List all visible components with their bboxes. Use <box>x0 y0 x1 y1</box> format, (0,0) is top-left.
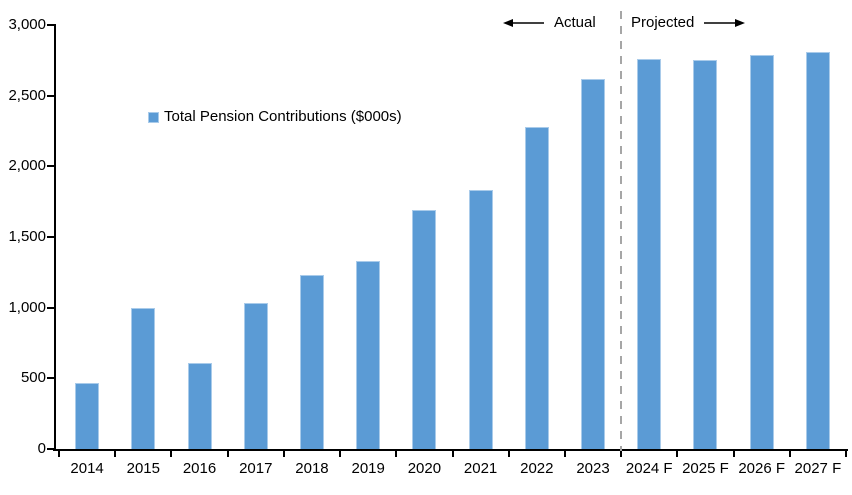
bar-2022 <box>524 126 549 449</box>
y-axis-line <box>54 24 56 451</box>
x-tick-label-2014: 2014 <box>70 460 104 477</box>
actual-label: Actual <box>554 14 596 31</box>
projected-label: Projected <box>631 14 695 31</box>
y-axis-tick <box>47 165 54 168</box>
x-axis-tick <box>676 451 679 457</box>
y-tick-label-500: 500 <box>20 369 46 387</box>
y-axis-tick <box>47 377 54 380</box>
x-axis-tick <box>395 451 398 457</box>
x-tick-label-2017: 2017 <box>239 460 273 477</box>
y-axis-tick <box>47 24 54 26</box>
bar-2017 <box>243 303 268 449</box>
arrow-right-icon <box>704 19 746 27</box>
bar-2023 <box>581 78 606 449</box>
actual-phase-annotation: Actual <box>503 14 596 32</box>
x-axis-tick <box>845 451 847 457</box>
x-axis-tick <box>788 451 791 457</box>
x-axis-line <box>53 449 848 451</box>
x-axis-tick <box>507 451 510 457</box>
x-tick-label-2027-F: 2027 F <box>794 460 842 477</box>
y-tick-label-2500: 2,500 <box>8 86 46 104</box>
x-tick-label-2024-F: 2024 F <box>625 460 673 477</box>
bar-2027-F <box>805 51 830 449</box>
y-axis-tick <box>47 448 54 450</box>
bar-2019 <box>356 261 381 449</box>
x-tick-label-2019: 2019 <box>351 460 385 477</box>
x-axis-tick <box>226 451 229 457</box>
y-axis-tick <box>47 306 54 309</box>
x-axis-tick <box>114 451 117 457</box>
bar-2025-F <box>693 60 718 449</box>
y-axis-tick <box>47 236 54 238</box>
x-tick-label-2022: 2022 <box>520 460 554 477</box>
x-tick-label-2026-F: 2026 F <box>738 460 786 477</box>
y-tick-label-1500: 1,500 <box>8 228 46 245</box>
x-tick-label-2020: 2020 <box>407 460 442 477</box>
x-tick-label-2021: 2021 <box>463 460 498 477</box>
x-axis-tick <box>451 451 454 457</box>
arrow-left-icon <box>503 19 544 27</box>
bar-2021 <box>468 190 493 449</box>
x-axis-tick <box>339 451 342 457</box>
x-axis-tick <box>170 451 173 457</box>
bar-2018 <box>299 275 324 449</box>
actual-projected-divider <box>620 11 623 451</box>
x-tick-label-2016: 2016 <box>182 460 217 477</box>
x-axis-tick <box>732 451 735 457</box>
x-axis-tick <box>620 451 623 457</box>
x-tick-label-2015: 2015 <box>126 460 160 477</box>
x-axis-tick <box>58 451 60 457</box>
y-tick-label-0: 0 <box>37 440 46 457</box>
y-tick-label-1000: 1,000 <box>8 298 46 316</box>
x-tick-label-2018: 2018 <box>295 460 329 477</box>
x-tick-label-2023: 2023 <box>576 460 610 477</box>
bar-2020 <box>412 210 437 449</box>
legend: Total Pension Contributions ($000s) <box>148 108 402 126</box>
x-axis-tick <box>563 451 566 457</box>
legend-label: Total Pension Contributions ($000s) <box>164 108 402 125</box>
bar-2026-F <box>749 54 774 449</box>
projected-phase-annotation: Projected <box>631 14 746 32</box>
bar-2016 <box>187 362 212 449</box>
x-tick-label-2025-F: 2025 F <box>682 460 729 477</box>
y-tick-label-3000: 3,000 <box>8 16 46 33</box>
bar-2014 <box>75 382 100 449</box>
y-axis-tick <box>47 94 54 97</box>
bar-2015 <box>131 307 156 449</box>
y-tick-label-2000: 2,000 <box>8 157 46 175</box>
bar-2024-F <box>637 58 662 449</box>
legend-swatch-icon <box>148 111 159 123</box>
x-axis-tick <box>282 451 285 457</box>
